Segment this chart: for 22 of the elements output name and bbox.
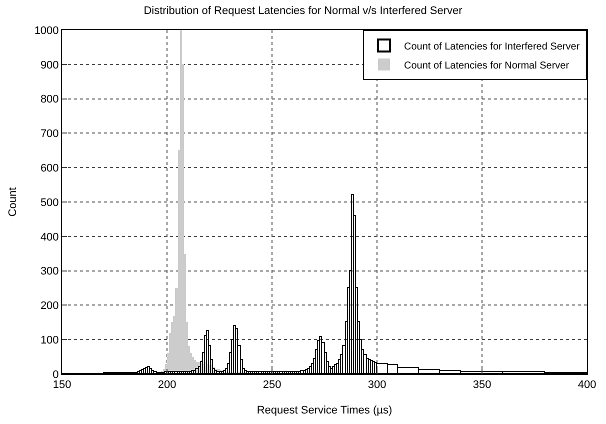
legend-label: Count of Latencies for Interfered Server: [404, 41, 580, 52]
y-tick-label: 200: [40, 300, 59, 312]
y-tick-label: 1000: [34, 24, 59, 37]
x-tick-label: 350: [472, 379, 492, 392]
y-tick-label: 300: [40, 266, 59, 278]
y-tick-label: 800: [40, 94, 59, 106]
y-axis-title: Count: [6, 187, 19, 217]
x-tick-label: 400: [578, 379, 596, 392]
y-tick-label: 100: [40, 334, 59, 346]
y-tick-label: 600: [40, 162, 59, 174]
x-axis-title: Request Service Times (µs): [256, 404, 392, 416]
y-tick-label: 500: [40, 196, 59, 209]
y-tick-label: 400: [40, 231, 59, 244]
y-tick-label: 900: [40, 59, 59, 72]
legend-label: Count of Latencies for Normal Server: [404, 60, 570, 72]
chart-title: Distribution of Request Latencies for Normal v/s Interfered Server: [144, 5, 463, 18]
x-tick-label: 200: [158, 379, 176, 392]
x-tick-label: 300: [368, 379, 386, 392]
y-tick-label: 700: [40, 128, 59, 140]
y-tick-label: 0: [52, 368, 59, 381]
x-tick-label: 150: [52, 379, 72, 392]
x-tick-label: 250: [262, 379, 282, 392]
